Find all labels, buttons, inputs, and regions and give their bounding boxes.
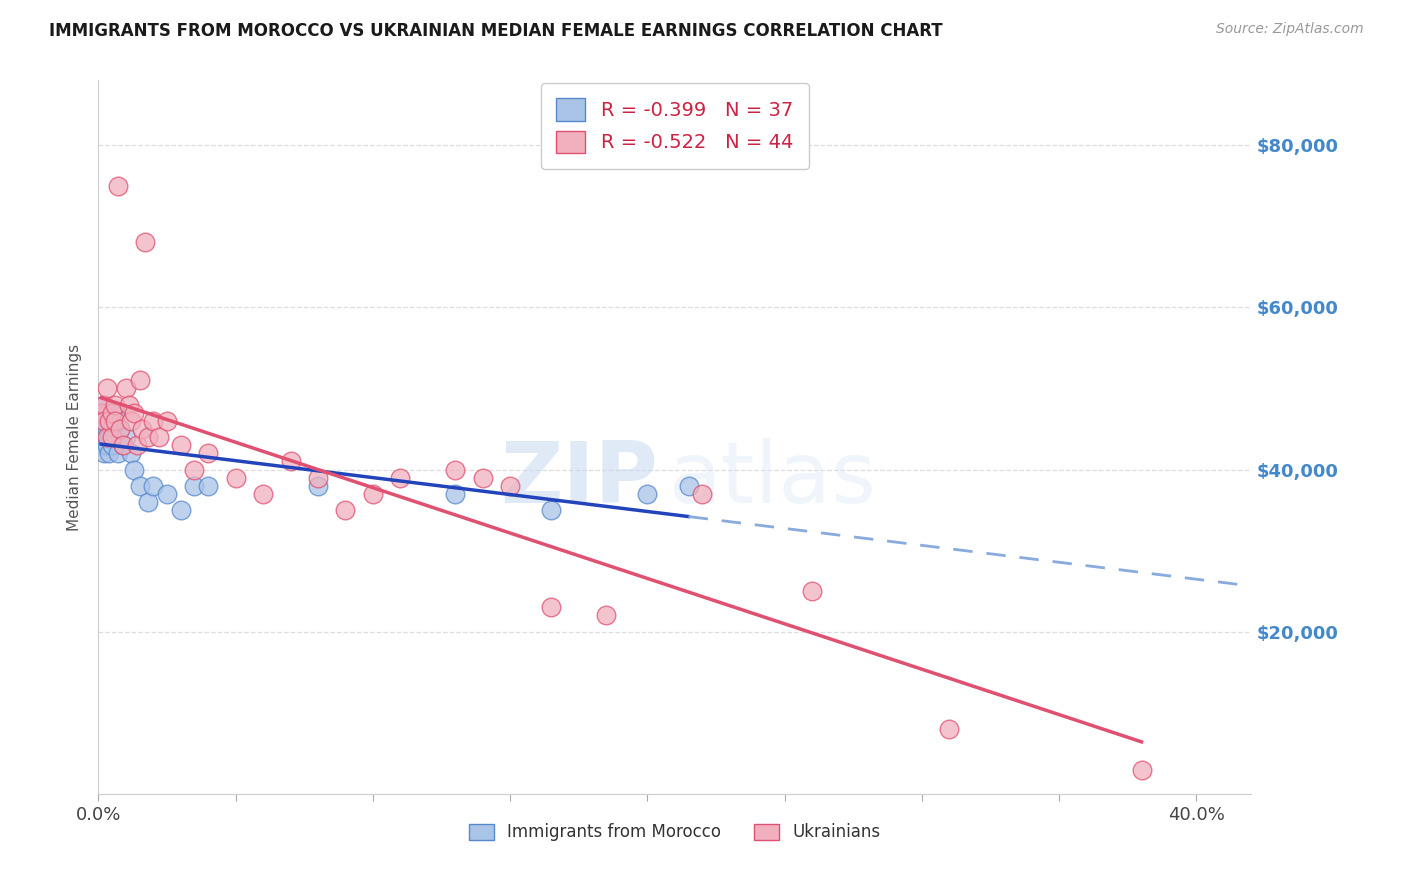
- Point: [101, 438, 124, 452]
- Point: [93, 398, 115, 412]
- Legend: Immigrants from Morocco, Ukrainians: Immigrants from Morocco, Ukrainians: [461, 815, 889, 850]
- Point: [389, 470, 412, 484]
- Point: [471, 470, 494, 484]
- Point: [128, 479, 150, 493]
- Point: [96, 422, 118, 436]
- Point: [93, 414, 115, 428]
- Point: [93, 422, 115, 436]
- Point: [252, 487, 274, 501]
- Point: [540, 503, 562, 517]
- Point: [142, 479, 165, 493]
- Point: [131, 422, 153, 436]
- Point: [98, 414, 121, 428]
- Point: [125, 438, 148, 452]
- Point: [90, 406, 112, 420]
- Text: atlas: atlas: [669, 438, 877, 522]
- Point: [335, 503, 357, 517]
- Point: [93, 398, 115, 412]
- Point: [115, 430, 138, 444]
- Point: [90, 430, 112, 444]
- Point: [136, 495, 159, 509]
- Point: [197, 446, 219, 460]
- Point: [128, 373, 150, 387]
- Point: [96, 430, 118, 444]
- Point: [499, 479, 522, 493]
- Point: [98, 446, 121, 460]
- Point: [90, 414, 112, 428]
- Point: [98, 430, 121, 444]
- Text: IMMIGRANTS FROM MOROCCO VS UKRAINIAN MEDIAN FEMALE EARNINGS CORRELATION CHART: IMMIGRANTS FROM MOROCCO VS UKRAINIAN MED…: [49, 22, 943, 40]
- Point: [107, 178, 129, 193]
- Point: [104, 406, 127, 420]
- Point: [361, 487, 384, 501]
- Point: [96, 438, 118, 452]
- Point: [115, 381, 138, 395]
- Point: [148, 430, 170, 444]
- Point: [692, 487, 714, 501]
- Point: [93, 414, 115, 428]
- Point: [156, 487, 179, 501]
- Point: [120, 414, 142, 428]
- Point: [110, 422, 132, 436]
- Point: [170, 503, 193, 517]
- Point: [170, 438, 193, 452]
- Point: [96, 406, 118, 420]
- Point: [117, 398, 139, 412]
- Point: [142, 414, 165, 428]
- Point: [98, 414, 121, 428]
- Point: [801, 584, 824, 599]
- Point: [101, 422, 124, 436]
- Point: [136, 430, 159, 444]
- Y-axis label: Median Female Earnings: Median Female Earnings: [67, 343, 83, 531]
- Point: [112, 438, 135, 452]
- Point: [96, 430, 118, 444]
- Point: [938, 722, 960, 736]
- Point: [156, 414, 179, 428]
- Point: [444, 487, 467, 501]
- Point: [101, 430, 124, 444]
- Point: [120, 446, 142, 460]
- Point: [104, 414, 127, 428]
- Point: [93, 438, 115, 452]
- Point: [104, 398, 127, 412]
- Point: [107, 446, 129, 460]
- Point: [104, 430, 127, 444]
- Point: [183, 462, 205, 476]
- Point: [112, 438, 135, 452]
- Text: ZIP: ZIP: [501, 438, 658, 522]
- Point: [122, 406, 145, 420]
- Point: [110, 422, 132, 436]
- Point: [96, 381, 118, 395]
- Point: [678, 479, 700, 493]
- Point: [122, 462, 145, 476]
- Point: [595, 608, 617, 623]
- Point: [1130, 763, 1153, 777]
- Point: [225, 470, 247, 484]
- Point: [93, 446, 115, 460]
- Point: [197, 479, 219, 493]
- Point: [444, 462, 467, 476]
- Point: [90, 406, 112, 420]
- Point: [101, 406, 124, 420]
- Point: [636, 487, 658, 501]
- Point: [183, 479, 205, 493]
- Point: [307, 470, 329, 484]
- Point: [540, 600, 562, 615]
- Text: Source: ZipAtlas.com: Source: ZipAtlas.com: [1216, 22, 1364, 37]
- Point: [280, 454, 302, 468]
- Point: [134, 235, 156, 250]
- Point: [307, 479, 329, 493]
